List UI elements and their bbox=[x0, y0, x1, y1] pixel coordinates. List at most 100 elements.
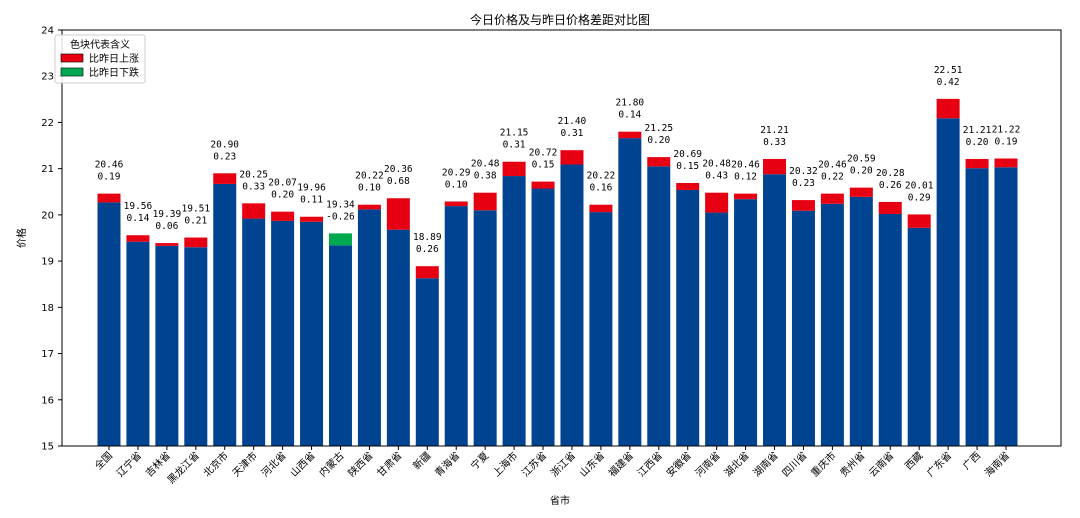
x-tick-label: 黑龙江省 bbox=[164, 449, 201, 486]
bar-base bbox=[242, 218, 266, 446]
bar-base bbox=[820, 203, 844, 446]
y-axis-title: 价格 bbox=[15, 228, 28, 248]
diff-label: 0.10 bbox=[358, 183, 381, 194]
bar-base bbox=[300, 221, 324, 446]
price-label: 22.51 bbox=[934, 65, 963, 76]
bar-base bbox=[676, 189, 700, 446]
price-label: 20.01 bbox=[905, 180, 934, 191]
bar-base bbox=[531, 188, 555, 446]
diff-label: 0.31 bbox=[561, 128, 584, 139]
y-tick-label: 20 bbox=[41, 210, 54, 221]
y-tick-label: 16 bbox=[41, 395, 54, 406]
legend: 色块代表含义 比昨日上涨 比昨日下跌 bbox=[54, 34, 146, 84]
bar-up-segment bbox=[763, 158, 787, 175]
x-tick-label: 江苏省 bbox=[519, 449, 549, 479]
bar-base bbox=[618, 138, 642, 446]
bar-base bbox=[965, 168, 989, 446]
bar-base bbox=[705, 212, 729, 446]
bar-base bbox=[589, 212, 613, 446]
bar-up-segment bbox=[907, 214, 931, 228]
diff-label: 0.38 bbox=[474, 171, 497, 182]
x-tick-label: 内蒙古 bbox=[316, 449, 346, 479]
x-tick-label: 西藏 bbox=[903, 450, 926, 473]
bar-up-segment bbox=[849, 187, 873, 197]
y-tick-label: 17 bbox=[41, 349, 54, 360]
diff-label: 0.33 bbox=[242, 181, 265, 192]
diff-label: 0.12 bbox=[734, 172, 757, 183]
diff-label: 0.33 bbox=[763, 137, 786, 148]
price-label: 19.56 bbox=[124, 201, 153, 212]
bar-base bbox=[994, 167, 1018, 446]
bar-up-segment bbox=[502, 161, 526, 177]
bar-base bbox=[444, 206, 468, 446]
bar-up-segment bbox=[705, 192, 729, 213]
diff-label: 0.23 bbox=[792, 178, 815, 189]
bar-up-segment bbox=[184, 237, 208, 248]
bar-base bbox=[184, 247, 208, 446]
x-tick-label: 青海省 bbox=[432, 449, 462, 479]
diff-label: 0.16 bbox=[589, 183, 612, 194]
y-tick-label: 22 bbox=[41, 118, 54, 129]
x-tick-label: 宁夏 bbox=[468, 449, 491, 472]
x-tick-label: 上海市 bbox=[490, 449, 520, 479]
x-tick-label: 天津市 bbox=[229, 449, 259, 479]
bar-up-segment bbox=[791, 200, 815, 211]
legend-swatch-up bbox=[60, 53, 84, 63]
y-axis: 15 16 17 18 19 20 21 22 23 24 bbox=[41, 26, 62, 453]
x-tick-label: 河南省 bbox=[692, 449, 722, 479]
diff-label: 0.20 bbox=[647, 135, 670, 146]
bar-up-segment bbox=[473, 192, 497, 211]
price-label: 21.40 bbox=[558, 116, 587, 127]
x-axis-title: 省市 bbox=[550, 494, 570, 507]
price-label: 21.21 bbox=[963, 125, 992, 136]
diff-label: 0.22 bbox=[821, 172, 844, 183]
bar-base bbox=[560, 164, 584, 447]
x-tick-label: 河北省 bbox=[258, 449, 288, 479]
diff-label: 0.42 bbox=[937, 77, 960, 88]
bar-up-segment bbox=[618, 131, 642, 139]
diff-label: 0.26 bbox=[416, 244, 439, 255]
bar-up-segment bbox=[444, 201, 468, 207]
x-tick-label: 陕西省 bbox=[345, 449, 375, 479]
price-label: 20.48 bbox=[471, 159, 500, 170]
bar-up-segment bbox=[936, 98, 960, 119]
price-label: 20.48 bbox=[702, 159, 731, 170]
diff-label: 0.06 bbox=[155, 221, 178, 232]
bar-up-segment bbox=[560, 150, 584, 165]
x-tick-label: 全国 bbox=[92, 449, 115, 472]
price-label: 20.25 bbox=[239, 169, 268, 180]
x-tick-label: 重庆市 bbox=[808, 449, 838, 479]
price-label: 19.96 bbox=[297, 183, 326, 194]
x-tick-label: 山西省 bbox=[287, 449, 317, 479]
price-label: 20.46 bbox=[731, 160, 760, 171]
bars bbox=[97, 98, 1018, 447]
bar-base bbox=[357, 209, 381, 446]
x-tick-label: 湖北省 bbox=[721, 449, 751, 479]
bar-base bbox=[473, 210, 497, 446]
bar-base bbox=[415, 278, 439, 446]
price-label: 21.25 bbox=[644, 123, 673, 134]
price-label: 20.29 bbox=[442, 167, 471, 178]
x-tick-label: 山东省 bbox=[577, 449, 607, 479]
bar-up-segment bbox=[242, 203, 266, 219]
chart-title: 今日价格及与昨日价格差距对比图 bbox=[470, 12, 650, 27]
price-label: 20.90 bbox=[210, 139, 239, 150]
diff-label: 0.11 bbox=[300, 195, 323, 206]
bar-up-segment bbox=[647, 157, 671, 167]
diff-label: 0.68 bbox=[387, 176, 410, 187]
bar-up-segment bbox=[155, 243, 179, 246]
x-tick-label: 四川省 bbox=[779, 449, 809, 479]
y-tick-label: 15 bbox=[41, 442, 54, 453]
bar-up-segment bbox=[386, 198, 410, 230]
diff-label: 0.21 bbox=[184, 216, 207, 227]
y-tick-label: 19 bbox=[41, 257, 54, 268]
bar-base bbox=[97, 202, 121, 446]
x-tick-label: 浙江省 bbox=[548, 449, 578, 479]
price-label: 19.51 bbox=[182, 204, 211, 215]
price-label: 20.46 bbox=[95, 160, 124, 171]
bar-up-segment bbox=[676, 182, 700, 190]
x-tick-label: 新疆 bbox=[410, 449, 433, 472]
diff-label: 0.20 bbox=[966, 137, 989, 148]
